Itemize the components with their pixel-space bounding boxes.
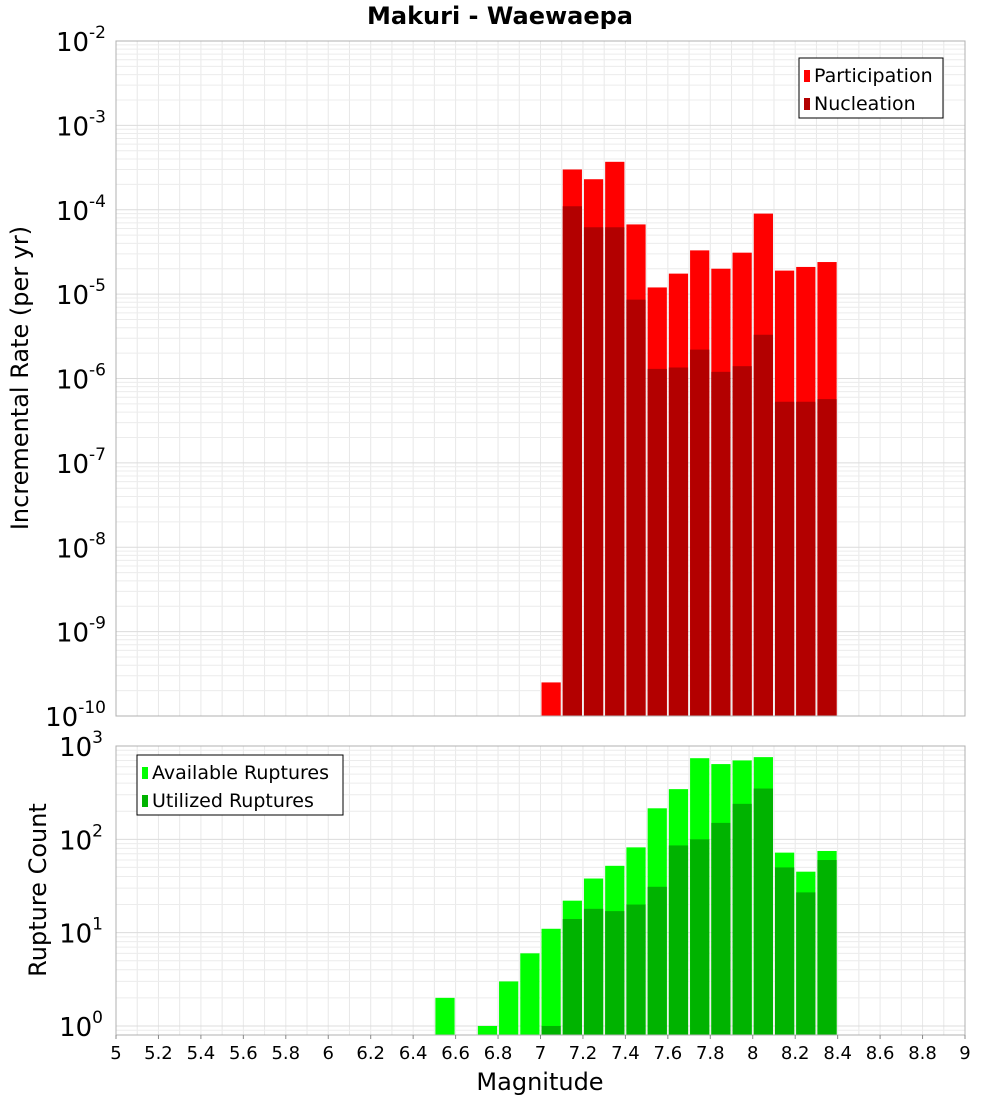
bar-nucleation	[605, 227, 625, 716]
y-tick-label: 10-7	[56, 445, 106, 480]
rate-bars	[541, 161, 837, 717]
bar-available-ruptures	[499, 981, 519, 1035]
x-tick-label: 9	[959, 1043, 970, 1064]
legend-swatch	[804, 98, 810, 110]
bar-participation	[541, 682, 561, 716]
x-tick-label: 7	[535, 1043, 546, 1064]
y-tick-label: 101	[59, 915, 103, 950]
bar-utilized-ruptures	[774, 867, 795, 1035]
y-tick-label: 10-4	[56, 192, 106, 227]
y-tick-label: 103	[59, 728, 103, 763]
x-tick-label: 8.4	[823, 1043, 852, 1064]
rate-plot-frame	[115, 40, 966, 717]
legend-swatch	[142, 795, 148, 807]
x-tick-label: 5.8	[271, 1043, 300, 1064]
bar-available-ruptures	[520, 953, 540, 1035]
bar-utilized-ruptures	[796, 892, 816, 1035]
x-axis-label: Magnitude	[476, 1068, 603, 1096]
legend-label: Utilized Ruptures	[152, 790, 314, 812]
rate-grid	[115, 40, 966, 717]
legend-swatch	[142, 767, 148, 779]
legend-box	[136, 754, 344, 816]
bar-nucleation	[711, 371, 731, 716]
x-tick-label: 7.8	[696, 1043, 725, 1064]
x-tick-label: 5	[110, 1043, 121, 1064]
bar-utilized-ruptures	[541, 1025, 561, 1035]
rate-panel: 10-10 10-9 10-8 10-7 10-6 10-5 10-4 10-3 10-2 In…	[6, 23, 966, 733]
x-tick-label: 8.6	[866, 1043, 895, 1064]
y-tick-label: 102	[59, 821, 103, 856]
bar-nucleation	[668, 367, 689, 716]
bar-utilized-ruptures	[817, 860, 837, 1035]
count-bars	[435, 757, 837, 1035]
x-tick-label: 7.6	[654, 1043, 683, 1064]
x-tick-label: 6	[323, 1043, 334, 1064]
rate-y-axis-label: Incremental Rate (per yr)	[6, 226, 34, 530]
count-y-axis-label: Rupture Count	[24, 803, 52, 977]
y-tick-label: 100	[59, 1008, 103, 1043]
bar-utilized-ruptures	[668, 845, 689, 1035]
bar-nucleation	[626, 299, 646, 716]
count-y-ticks: 100 101 102 103	[59, 728, 103, 1043]
legend-label: Available Ruptures	[152, 762, 329, 784]
x-tick-label: 5.2	[144, 1043, 173, 1064]
bar-nucleation	[817, 399, 837, 716]
x-tick-label: 5.6	[229, 1043, 258, 1064]
x-tick-label: 8	[747, 1043, 758, 1064]
count-legend: Available Ruptures Utilized Ruptures	[136, 754, 344, 816]
bar-utilized-ruptures	[690, 839, 710, 1035]
count-panel: 100 101 102 103 Rupture Count Available Rup…	[24, 728, 971, 1096]
y-tick-label: 10-3	[56, 107, 106, 142]
x-tick-label: 7.2	[569, 1043, 598, 1064]
bar-nucleation	[774, 401, 795, 716]
magnitude-x-ticks: 5 5.2 5.4 5.6 5.8 6 6.2 6.4 6.6 6.8 7 7.2 7.4 7.6 7.8 8…	[110, 1035, 971, 1064]
y-tick-label: 10-2	[56, 23, 106, 58]
x-tick-label: 8.2	[781, 1043, 810, 1064]
x-tick-label: 6.6	[441, 1043, 470, 1064]
x-tick-label: 6.4	[399, 1043, 428, 1064]
bar-utilized-ruptures	[626, 904, 646, 1035]
bar-utilized-ruptures	[562, 919, 582, 1035]
x-tick-label: 8.8	[908, 1043, 937, 1064]
bar-utilized-ruptures	[732, 803, 752, 1035]
x-tick-label: 5.4	[187, 1043, 216, 1064]
rate-legend: Participation Nucleation	[798, 57, 944, 119]
legend-box	[798, 57, 944, 119]
legend-label: Nucleation	[814, 93, 916, 115]
bar-nucleation	[562, 206, 582, 716]
rate-y-ticks: 10-10 10-9 10-8 10-7 10-6 10-5 10-4 10-3 10-2	[45, 23, 106, 733]
bar-utilized-ruptures	[711, 822, 731, 1035]
bar-utilized-ruptures	[647, 886, 667, 1035]
y-tick-label: 10-5	[56, 276, 106, 311]
x-tick-label: 6.2	[356, 1043, 385, 1064]
legend-swatch	[804, 70, 810, 82]
chart-title: Makuri - Waewaepa	[367, 2, 633, 30]
bar-available-ruptures	[477, 1025, 498, 1035]
y-tick-label: 10-6	[56, 361, 106, 396]
bar-nucleation	[732, 366, 752, 716]
y-tick-label: 10-10	[45, 698, 106, 733]
bar-nucleation	[796, 401, 816, 716]
y-tick-label: 10-9	[56, 614, 106, 649]
bar-nucleation	[753, 334, 773, 716]
bar-nucleation	[690, 349, 710, 716]
bar-nucleation	[583, 227, 604, 716]
y-tick-label: 10-8	[56, 529, 106, 564]
bar-available-ruptures	[541, 928, 561, 1035]
x-tick-label: 7.4	[611, 1043, 640, 1064]
bar-available-ruptures	[435, 997, 455, 1035]
bar-utilized-ruptures	[583, 908, 604, 1035]
bar-utilized-ruptures	[605, 911, 625, 1035]
bar-nucleation	[647, 368, 667, 716]
legend-label: Participation	[814, 65, 933, 87]
x-tick-label: 6.8	[484, 1043, 513, 1064]
bar-utilized-ruptures	[753, 788, 773, 1035]
